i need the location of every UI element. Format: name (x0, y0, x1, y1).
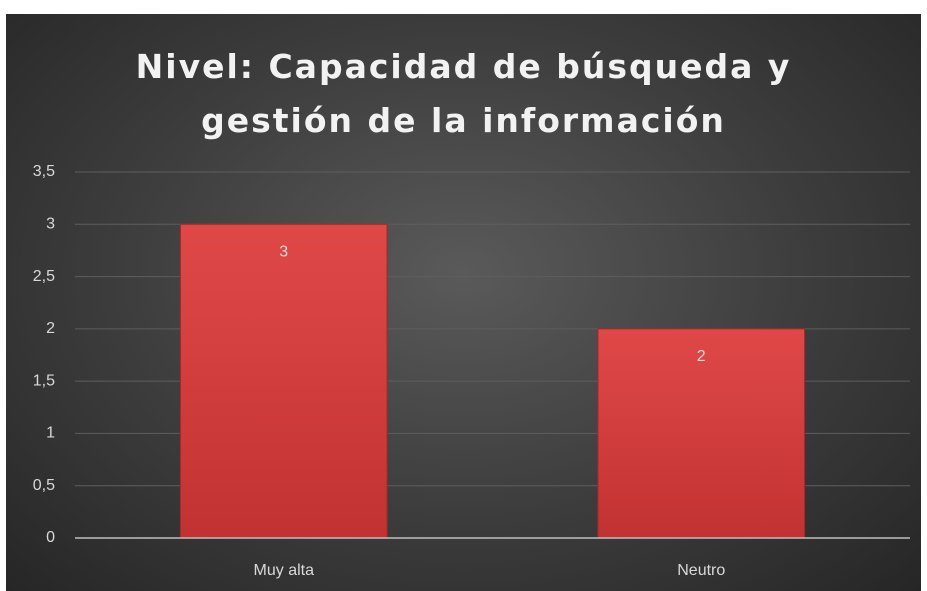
data-label: 3 (279, 244, 288, 261)
y-tick-label: 2,5 (33, 268, 55, 285)
y-tick-label: 0 (46, 529, 55, 546)
bar (179, 223, 388, 539)
chart-title: Nivel: Capacidad de búsqueda y gestión d… (135, 47, 792, 140)
y-tick-label: 2 (46, 320, 55, 337)
y-tick-label: 3 (46, 216, 55, 233)
y-tick-label: 3,5 (33, 163, 55, 180)
y-tick-label: 1,5 (33, 372, 55, 389)
x-tick-label: Neutro (677, 562, 725, 579)
x-tick-label: Muy alta (254, 562, 315, 579)
data-label: 2 (697, 348, 706, 365)
y-tick-label: 1 (46, 425, 55, 442)
bar (597, 328, 806, 539)
y-tick-label: 0,5 (33, 477, 55, 494)
